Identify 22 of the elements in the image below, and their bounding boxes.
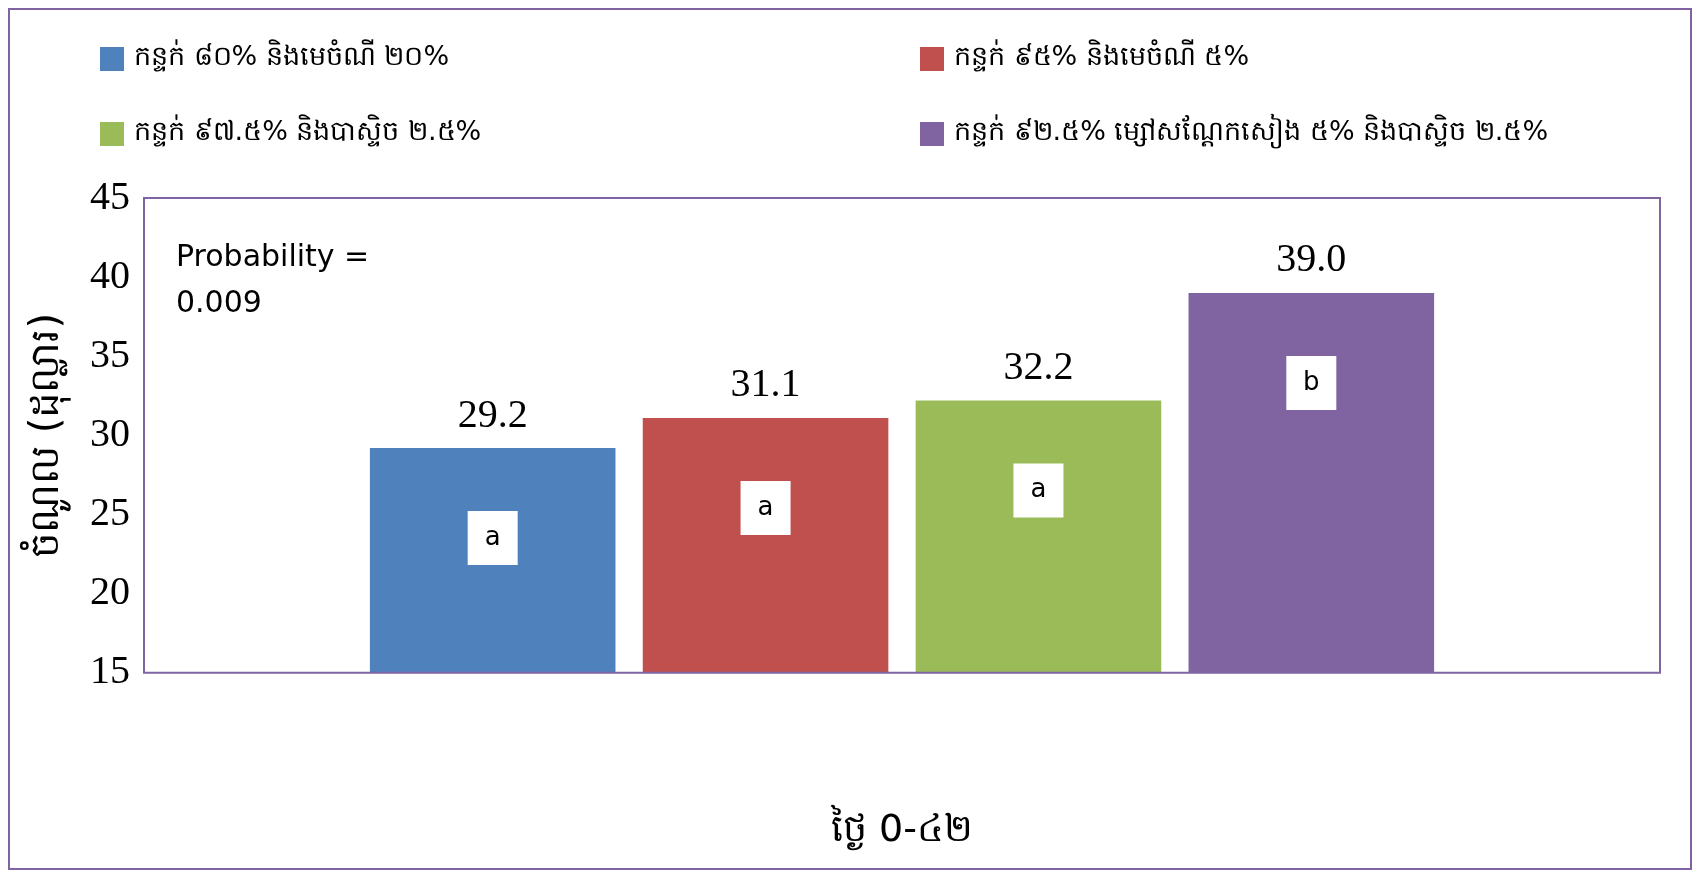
y-axis-title: ចំណូល (ដុល្លារ) <box>19 312 72 558</box>
x-axis-title: ថ្ងៃ 0-៤២ <box>830 804 973 852</box>
annotation: a <box>757 490 774 521</box>
y-tick-label: 30 <box>90 409 130 455</box>
legend-label: កន្ទក់ ៩៥% និងមេចំណី ៥% <box>954 39 1250 74</box>
y-tick-label: 25 <box>90 489 130 535</box>
annotation: Probability = 0.009 <box>176 237 370 319</box>
y-tick-label: 15 <box>90 647 130 693</box>
annotation: a <box>1030 473 1047 504</box>
annotation: b <box>1303 365 1320 396</box>
annotation: a <box>484 520 501 551</box>
data-label: 31.1 <box>730 360 801 406</box>
y-tick-label: 45 <box>90 172 130 218</box>
y-tick-label: 40 <box>90 251 130 297</box>
data-label: 39.0 <box>1276 235 1347 281</box>
y-tick-label: 35 <box>90 330 130 376</box>
legend-label: កន្ទក់ ៨០% និងមេចំណី ២០% <box>134 39 450 74</box>
legend-label: កន្ទក់ ៩២.៥% ម្សៅសណ្ដែកសៀង ៥% និងបាស្ទិច ២.៥% <box>954 114 1549 151</box>
data-label: 32.2 <box>1003 343 1074 389</box>
data-label: 29.2 <box>457 390 528 436</box>
y-tick-label: 20 <box>90 568 130 614</box>
legend-label: កន្ទក់ ៩៧.៥% និងបាស្ទិច ២.៥% <box>134 114 482 149</box>
